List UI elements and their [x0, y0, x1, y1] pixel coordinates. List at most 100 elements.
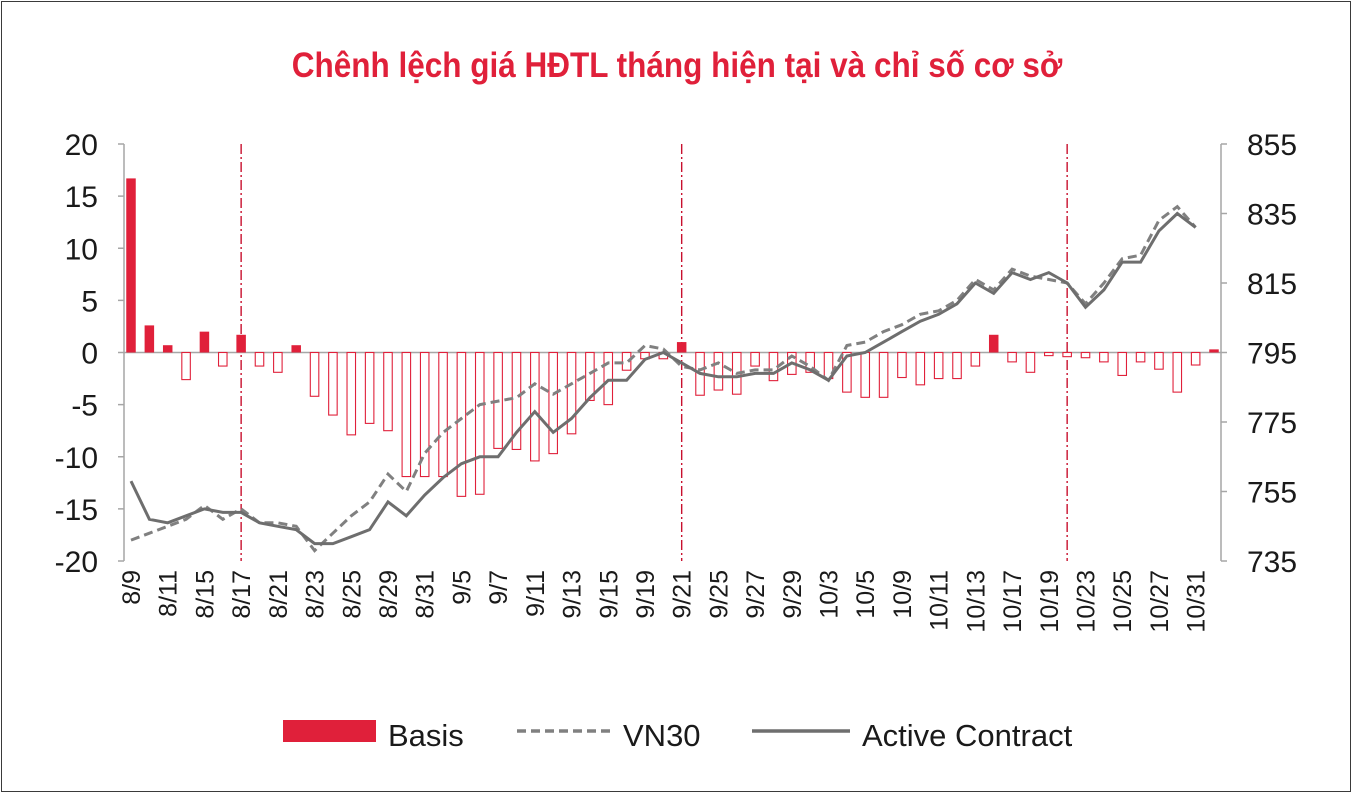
x-tick-label: 8/31	[412, 570, 440, 619]
legend-basis-swatch	[283, 720, 376, 742]
basis-bar	[1209, 349, 1219, 353]
basis-bar	[1172, 351, 1183, 393]
x-tick-label: 8/25	[338, 570, 366, 619]
basis-bar	[511, 351, 522, 451]
basis-bar	[1099, 351, 1109, 363]
x-tick-label: 9/15	[595, 570, 623, 619]
chart-title: Chênh lệch giá HĐTL tháng hiện tại và ch…	[291, 46, 1063, 85]
basis-bars	[126, 178, 1219, 497]
basis-bar	[419, 351, 430, 478]
basis-bar	[162, 345, 173, 353]
x-tick-label: 8/23	[302, 570, 330, 619]
vn30-line	[130, 204, 1197, 553]
basis-bar	[1043, 351, 1054, 357]
left-tick-label: 15	[65, 181, 98, 214]
x-tick-label: 8/21	[265, 570, 293, 619]
legend-basis-label: Basis	[388, 718, 464, 753]
x-axis-ticks: 8/9 8/11 8/15 8/17 8/21 8/23 8/25 8/29 8/31 9/5 9/…	[118, 570, 1211, 633]
x-tick-label: 8/15	[191, 570, 219, 619]
basis-bar	[273, 351, 283, 373]
basis-bar	[144, 325, 155, 353]
basis-bar	[1154, 351, 1164, 370]
x-tick-label: 8/11	[155, 570, 183, 617]
right-tick-label: 735	[1247, 546, 1297, 579]
x-tick-label: 10/23	[1073, 570, 1101, 633]
basis-bar	[842, 351, 852, 393]
basis-bar	[860, 351, 871, 398]
basis-bar	[1062, 351, 1072, 358]
legend-active-label: Active Contract	[862, 718, 1073, 753]
x-tick-label: 10/25	[1109, 570, 1137, 633]
basis-bar	[364, 351, 375, 424]
x-tick-label: 10/13	[962, 570, 990, 633]
left-axis-ticks: 20 15 10 5 0 -5 -10 -15 -20	[55, 129, 124, 579]
basis-bar	[291, 345, 301, 353]
basis-bar	[530, 351, 540, 462]
axes	[123, 144, 1222, 561]
x-tick-label: 10/9	[889, 570, 917, 619]
right-tick-label: 835	[1247, 199, 1297, 232]
basis-bar	[750, 351, 760, 367]
x-tick-label: 10/31	[1183, 570, 1211, 633]
basis-bar	[1190, 351, 1201, 366]
x-tick-label: 9/27	[742, 570, 770, 619]
basis-bar	[585, 351, 595, 402]
basis-bar	[566, 351, 577, 435]
basis-bar	[1025, 351, 1036, 373]
basis-bar	[548, 351, 558, 455]
x-tick-label: 9/11	[522, 570, 550, 617]
x-tick-label: 10/17	[999, 570, 1027, 633]
x-tick-label: 9/29	[779, 570, 807, 619]
x-tick-label: 8/9	[118, 570, 146, 605]
basis-bar	[676, 342, 687, 353]
basis-bar	[309, 351, 320, 397]
basis-bar	[1007, 351, 1017, 363]
right-tick-label: 755	[1247, 477, 1297, 510]
basis-bar	[217, 351, 228, 367]
price-lines	[129, 204, 1197, 553]
basis-bar	[897, 351, 907, 379]
basis-bar	[254, 351, 265, 367]
basis-bar	[181, 351, 191, 381]
right-tick-label: 775	[1247, 407, 1297, 440]
x-tick-label: 9/25	[705, 570, 733, 619]
left-tick-label: -10	[55, 442, 98, 475]
x-tick-label: 8/29	[375, 570, 403, 619]
left-tick-label: 20	[65, 129, 98, 162]
left-tick-label: 10	[65, 233, 98, 266]
x-tick-label: 10/27	[1146, 570, 1174, 633]
rollover-markers	[240, 144, 1068, 561]
legend-vn30-label: VN30	[623, 718, 701, 753]
x-tick-label: 9/19	[632, 570, 660, 619]
x-tick-label: 10/19	[1036, 570, 1064, 633]
right-tick-label: 855	[1247, 129, 1297, 162]
basis-bar	[401, 351, 412, 478]
right-axis-ticks: 855 835 815 795 775 755 735	[1221, 129, 1297, 579]
right-tick-label: 795	[1247, 338, 1297, 371]
left-tick-label: -20	[55, 546, 98, 579]
x-tick-label: 8/17	[228, 570, 256, 619]
basis-bar	[474, 351, 485, 495]
basis-bar	[713, 351, 724, 391]
basis-bar	[199, 331, 210, 353]
basis-bar	[988, 334, 999, 353]
basis-bar	[456, 351, 467, 497]
basis-bar	[1117, 351, 1128, 376]
basis-bar	[328, 351, 338, 416]
active-contract-line	[129, 211, 1197, 546]
basis-bar	[621, 351, 632, 371]
basis-bar	[933, 351, 944, 380]
left-tick-label: -15	[55, 494, 98, 527]
basis-bar	[952, 351, 962, 380]
x-tick-label: 10/3	[816, 570, 844, 619]
x-tick-label: 10/11	[926, 570, 954, 631]
left-tick-label: -5	[71, 390, 98, 423]
left-tick-label: 5	[81, 285, 98, 318]
x-tick-label: 9/13	[559, 570, 587, 619]
basis-bar	[1135, 351, 1146, 363]
basis-bar	[438, 351, 448, 478]
x-tick-label: 9/7	[485, 570, 513, 605]
legend: Basis VN30 Active Contract	[283, 718, 1073, 753]
